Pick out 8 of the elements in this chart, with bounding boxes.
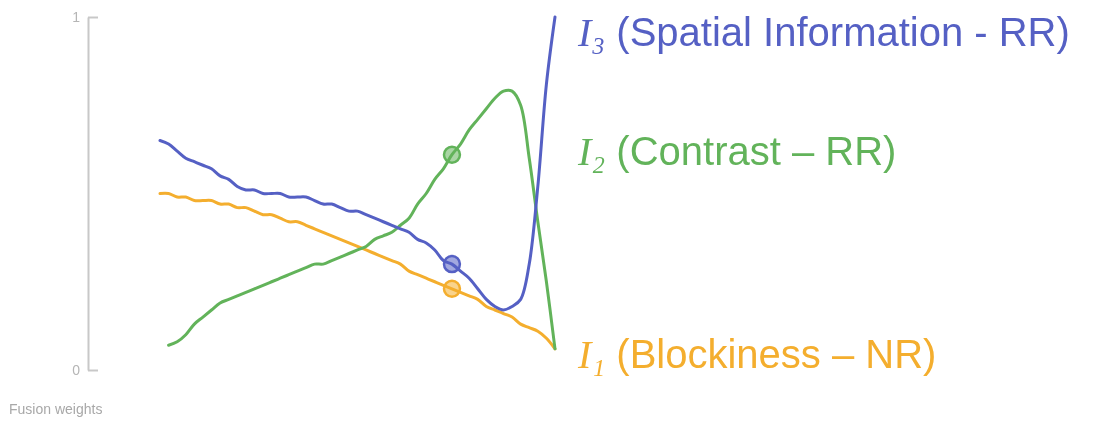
- line-series: [167, 88, 557, 351]
- series-label: I₂ (Contrast – RR): [577, 129, 897, 175]
- series-label: I₃ (Spatial Information - RR): [577, 9, 1070, 55]
- series-label: I₁ (Blockiness – NR): [577, 332, 937, 378]
- y-tick-label: 0: [72, 361, 81, 378]
- y-tick-label: 1: [72, 8, 81, 25]
- y-axis-title: Fusion weights: [9, 401, 103, 417]
- line-series: [158, 15, 557, 312]
